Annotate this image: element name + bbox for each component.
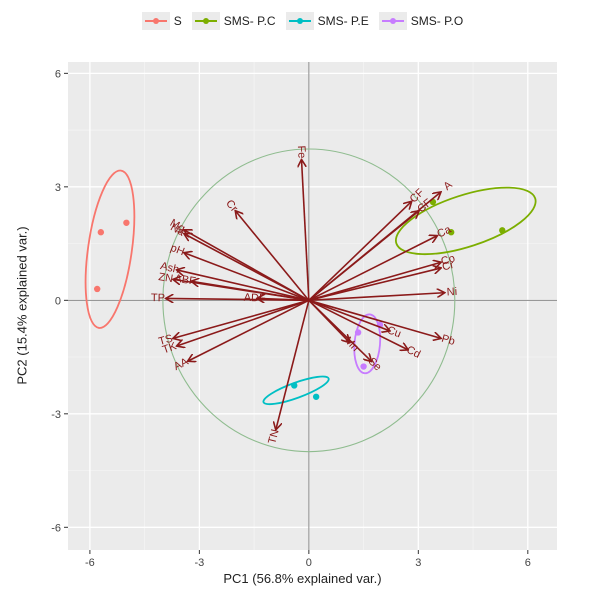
legend-items: S SMS- P.C SMS- P.E SMS- P.O bbox=[0, 12, 605, 30]
loading-label-10: TS bbox=[157, 333, 174, 348]
loading-arrow-16 bbox=[308, 299, 389, 330]
legend-key-sms-po bbox=[378, 12, 407, 30]
legend-key-sms-pe bbox=[285, 12, 314, 30]
point-1 bbox=[499, 227, 506, 234]
x-tick-label: 3 bbox=[415, 557, 421, 569]
y-axis-title: PC2 (15.4% explained var.) bbox=[14, 226, 30, 385]
loading-label-21: Co bbox=[440, 252, 457, 267]
loading-label-9: ADF bbox=[243, 292, 266, 305]
legend-item-s: S bbox=[141, 12, 182, 30]
y-tick-label: 3 bbox=[55, 182, 61, 194]
point-3 bbox=[360, 363, 367, 370]
legend-item-sms-po: SMS- P.O bbox=[378, 12, 464, 30]
loading-arrow-10 bbox=[174, 299, 310, 338]
y-tick-label: -3 bbox=[51, 409, 61, 421]
loading-label-17: Cd bbox=[404, 344, 422, 361]
x-tick-label: 0 bbox=[306, 557, 312, 569]
loading-label-19: Ni bbox=[446, 286, 457, 299]
loading-arrow-22 bbox=[308, 236, 437, 302]
legend-label-sms-pe: SMS- P.E bbox=[317, 14, 369, 28]
loading-label-8: TP bbox=[151, 292, 165, 304]
correlation-circle-line bbox=[162, 148, 456, 453]
legend-item-sms-pc: SMS- P.C bbox=[191, 12, 276, 30]
legend-label-s: S bbox=[173, 14, 182, 28]
legend: S SMS- P.C SMS- P.E SMS- P.O bbox=[0, 12, 605, 40]
loading-label-4: pH bbox=[169, 242, 186, 258]
loading-label-18: Pb bbox=[440, 333, 456, 348]
y-tick-label: 0 bbox=[55, 295, 61, 307]
x-tick-label: -6 bbox=[85, 557, 95, 569]
group-ellipses bbox=[84, 169, 537, 406]
loading-label-0: Fe bbox=[295, 145, 308, 158]
loading-arrow-3 bbox=[185, 234, 310, 302]
y-tick-label: -6 bbox=[51, 522, 61, 534]
y-tick-label: 6 bbox=[55, 68, 61, 80]
point-1 bbox=[447, 229, 455, 236]
correlation-circle bbox=[162, 148, 456, 453]
loading-arrow-24 bbox=[308, 202, 411, 301]
point-0 bbox=[93, 285, 101, 293]
loading-arrow-9 bbox=[258, 298, 309, 300]
legend-dot-sms-pc bbox=[202, 18, 209, 24]
plot-panel bbox=[68, 62, 557, 550]
loading-arrow-4 bbox=[185, 253, 310, 302]
loading-arrow-15 bbox=[308, 299, 371, 361]
loading-arrow-12 bbox=[188, 299, 310, 361]
loading-arrow-19 bbox=[308, 293, 444, 302]
loading-arrow-18 bbox=[308, 299, 440, 338]
legend-key-sms-pc bbox=[191, 12, 220, 30]
point-2 bbox=[312, 393, 320, 400]
legend-key-s bbox=[141, 12, 170, 30]
x-axis-ticks: -6 -3 0 3 6 bbox=[85, 550, 531, 569]
loading-arrow-25 bbox=[308, 193, 440, 301]
loading-label-22: Ca bbox=[435, 223, 454, 240]
point-0 bbox=[97, 229, 105, 236]
loading-label-20: Cr bbox=[441, 259, 455, 273]
loading-arrow-0 bbox=[302, 160, 310, 301]
legend-label-sms-pc: SMS- P.C bbox=[223, 14, 276, 28]
point-0 bbox=[123, 219, 130, 226]
ellipse-0 bbox=[84, 169, 136, 329]
legend-item-sms-pe: SMS- P.E bbox=[285, 12, 369, 30]
loading-label-11: TK bbox=[161, 340, 179, 356]
loading-label-6: ZN bbox=[158, 271, 174, 285]
ellipse-3 bbox=[353, 313, 382, 375]
legend-label-sms-po: SMS- P.O bbox=[410, 14, 464, 28]
legend-dot-sms-po bbox=[389, 18, 396, 24]
x-axis-title: PC1 (56.8% explained var.) bbox=[223, 571, 382, 586]
legend-dot-sms-pe bbox=[296, 18, 303, 24]
loading-label-5: Ash bbox=[159, 260, 180, 276]
x-tick-label: -3 bbox=[194, 557, 204, 569]
loading-label-7: ABF bbox=[174, 273, 197, 288]
y-axis-ticks: -6 -3 0 3 6 bbox=[51, 68, 68, 534]
legend-dot-s bbox=[152, 18, 159, 24]
loading-arrow-7 bbox=[192, 281, 309, 302]
point-2 bbox=[291, 382, 298, 389]
loading-arrow-20 bbox=[308, 268, 440, 302]
loading-arrow-13 bbox=[276, 300, 310, 429]
ellipse-1 bbox=[395, 186, 537, 256]
loading-label-16: Cu bbox=[385, 324, 402, 340]
loading-arrows bbox=[167, 160, 444, 429]
loading-arrow-11 bbox=[177, 299, 310, 345]
loading-arrow-1 bbox=[236, 211, 310, 301]
loading-arrow-21 bbox=[308, 262, 440, 302]
loading-arrow-5 bbox=[177, 270, 310, 302]
point-3 bbox=[354, 329, 362, 336]
loading-arrow-17 bbox=[308, 299, 408, 349]
x-tick-label: 6 bbox=[525, 557, 531, 569]
loading-label-13: TN bbox=[266, 428, 281, 445]
